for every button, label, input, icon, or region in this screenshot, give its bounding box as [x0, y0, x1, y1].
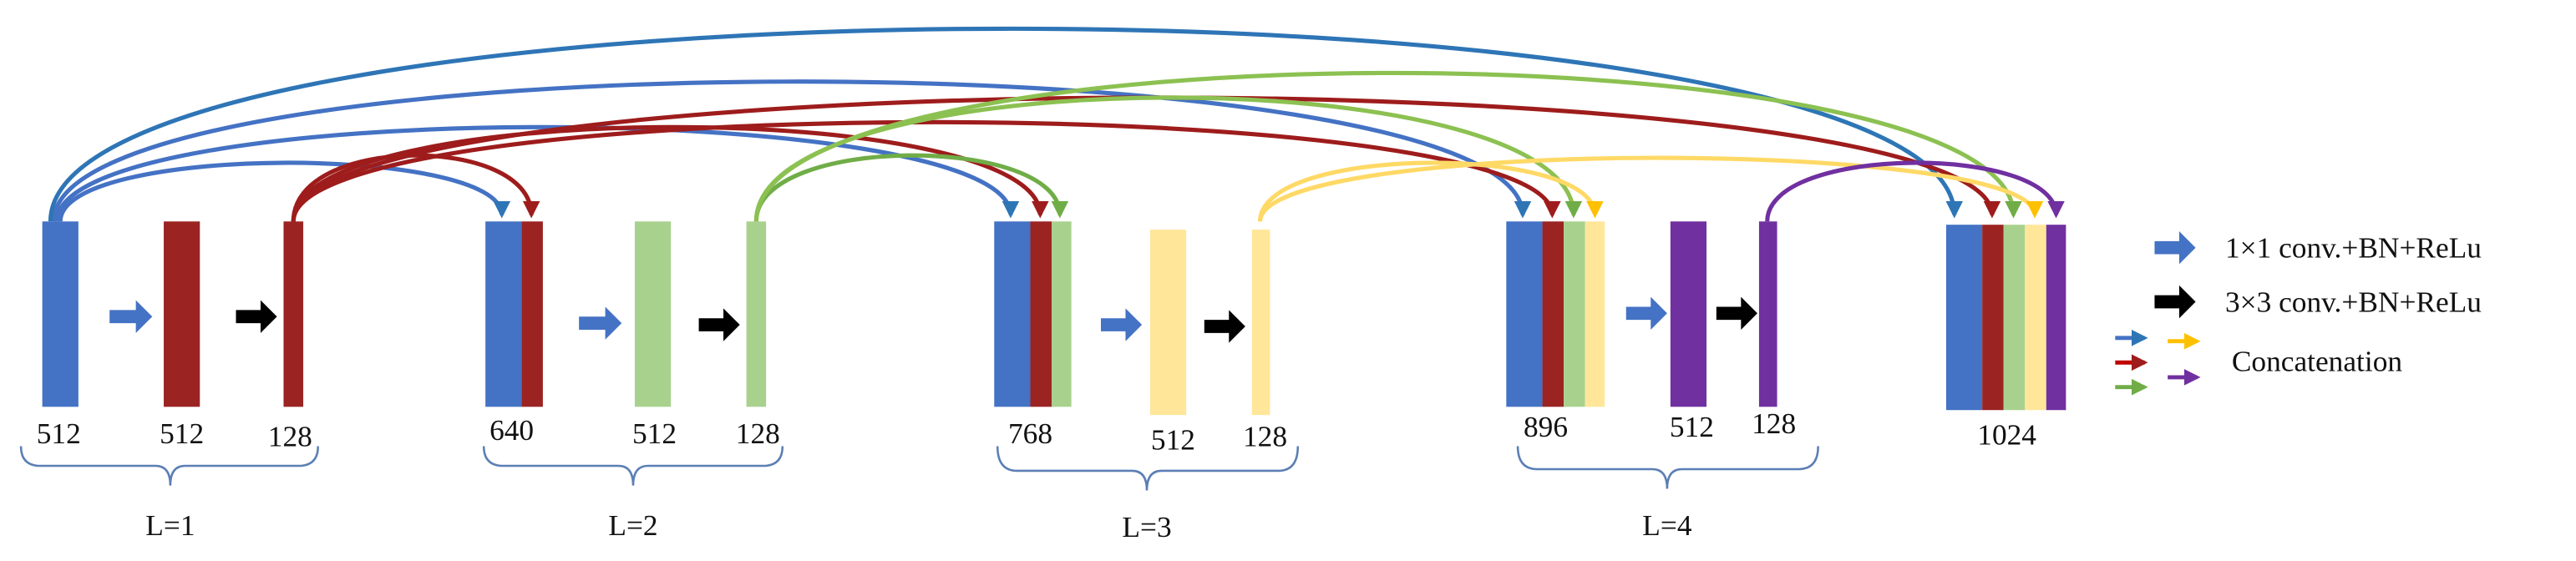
conv1-arrow	[109, 300, 153, 333]
block-label: 128	[736, 417, 780, 450]
block	[634, 221, 672, 407]
block	[521, 221, 543, 407]
block-label: 512	[37, 417, 81, 450]
arc	[1258, 160, 1604, 222]
block	[1149, 230, 1187, 416]
block	[164, 221, 200, 407]
block	[1670, 221, 1707, 407]
block	[2046, 225, 2066, 411]
arc	[753, 153, 1069, 222]
arc	[291, 119, 1561, 222]
brace	[1516, 446, 1819, 489]
op-arrows	[109, 296, 1757, 343]
blocks	[42, 221, 2066, 416]
conv1-arrow	[1101, 308, 1143, 341]
arc	[753, 70, 2022, 222]
block	[1982, 225, 2004, 411]
conv3-arrow	[1204, 310, 1245, 343]
block-label: 640	[489, 413, 534, 447]
block-label: 512	[1151, 423, 1195, 457]
conv3-arrow	[698, 308, 740, 341]
block	[42, 221, 79, 407]
arc	[48, 26, 1963, 222]
level-label: L=4	[1642, 508, 1692, 542]
legend-text: Concatenation	[2232, 344, 2403, 377]
brace	[996, 446, 1300, 491]
block-label: 512	[632, 417, 677, 450]
block	[1506, 221, 1543, 407]
conv1-arrow	[579, 306, 622, 340]
concat-arcs	[48, 26, 2065, 222]
block	[2003, 225, 2026, 411]
legend-arrow	[2154, 231, 2196, 265]
block	[1542, 221, 1564, 407]
braces	[19, 446, 1819, 491]
block	[746, 221, 767, 407]
brace	[482, 446, 784, 486]
legend-text: 3×3 conv.+BN+ReLu	[2225, 286, 2482, 319]
block	[1052, 221, 1072, 407]
arc	[1765, 160, 2065, 222]
block-label: 768	[1008, 417, 1052, 450]
block	[1030, 221, 1052, 407]
block-label: 896	[1524, 410, 1568, 443]
brace	[19, 446, 320, 486]
block	[2025, 225, 2046, 411]
block-label: 128	[1752, 407, 1796, 440]
block-label: 512	[1670, 410, 1714, 443]
block	[994, 221, 1031, 407]
legend-arrow	[2154, 285, 2196, 319]
arc	[1258, 155, 2044, 222]
block	[485, 221, 522, 407]
block-label: 128	[268, 420, 312, 453]
legend-text: 1×1 conv.+BN+ReLu	[2225, 231, 2482, 265]
conv1-arrow	[1625, 296, 1667, 330]
conv3-arrow	[1716, 296, 1757, 330]
block	[1758, 221, 1777, 407]
block	[283, 221, 304, 407]
arc	[51, 79, 1532, 222]
block-label: 1024	[1977, 418, 2036, 452]
arc	[54, 124, 1020, 222]
level-label: L=1	[145, 508, 195, 542]
arc	[58, 160, 510, 222]
block-label: 512	[160, 417, 204, 450]
block	[1585, 221, 1605, 407]
arc	[291, 124, 1049, 222]
conv3-arrow	[236, 300, 277, 333]
level-label: L=3	[1122, 510, 1171, 543]
block	[1564, 221, 1585, 407]
level-label: L=2	[608, 508, 657, 542]
block	[1251, 230, 1270, 416]
block-label: 128	[1243, 420, 1287, 453]
legend: 1×1 conv.+BN+ReLu 3×3 conv.+BN+ReLu Conc…	[2115, 231, 2482, 396]
block	[1945, 225, 1983, 411]
